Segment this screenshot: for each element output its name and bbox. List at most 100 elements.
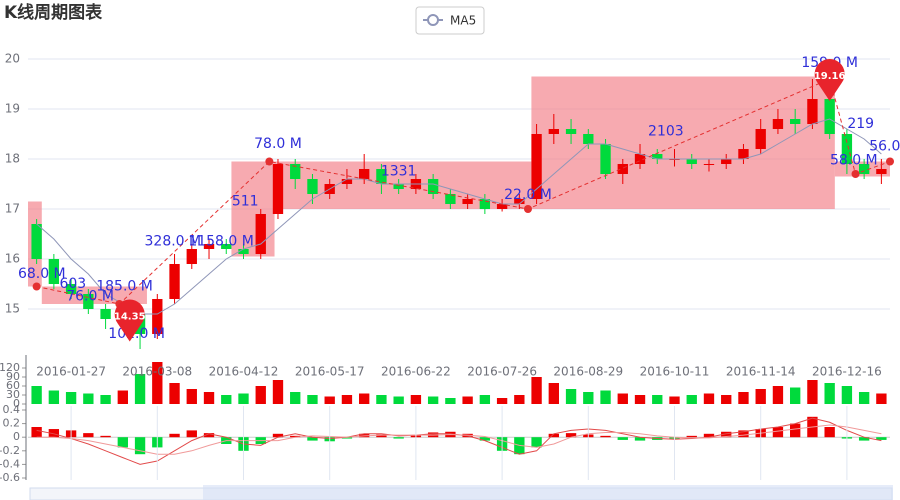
volume-bar xyxy=(393,396,404,404)
annotation: 185.0 M xyxy=(96,279,153,295)
candle-body xyxy=(100,309,111,319)
candle-body xyxy=(238,249,249,254)
y-tick-label: 17 xyxy=(5,202,20,216)
macd-bar xyxy=(790,423,801,438)
candle-body xyxy=(807,99,818,124)
volume-bar xyxy=(117,390,128,404)
candle-body xyxy=(686,159,697,164)
volume-bar xyxy=(600,390,611,404)
candle-body xyxy=(48,259,60,284)
mark-point xyxy=(523,205,532,213)
dif-line xyxy=(36,417,882,465)
x-tick-label: 2016-07-26 xyxy=(467,365,537,379)
volume-bar xyxy=(203,392,215,404)
candle-body xyxy=(514,199,525,204)
annotation: 603 xyxy=(59,276,86,292)
volume-bar xyxy=(152,362,163,404)
macd-bar xyxy=(634,437,646,441)
volume-tick-label: 120 xyxy=(0,361,20,374)
macd-bar xyxy=(290,435,301,438)
volume-bar xyxy=(307,395,318,404)
annotation: 2103 xyxy=(648,124,684,140)
macd-bar xyxy=(876,437,887,440)
candle-body xyxy=(548,129,559,134)
volume-bar xyxy=(634,395,646,404)
volume-bar xyxy=(359,393,370,404)
annotation: 68.0 M xyxy=(18,266,66,282)
x-tick-label: 2016-05-17 xyxy=(295,365,365,379)
volume-bar xyxy=(565,389,577,404)
legend-label[interactable]: MA5 xyxy=(450,14,476,28)
y-tick-label: 20 xyxy=(5,52,20,66)
volume-bar xyxy=(238,393,249,404)
volume-bar xyxy=(100,395,111,404)
legend-icon xyxy=(427,14,439,26)
candle-body xyxy=(583,134,594,144)
macd-bar xyxy=(31,427,42,438)
ma-line xyxy=(36,118,882,315)
volume-bar xyxy=(65,392,77,404)
candle-body xyxy=(876,169,887,174)
candle-body xyxy=(65,284,77,294)
candle-body xyxy=(824,99,835,134)
candle-body xyxy=(652,154,663,159)
volume-bar xyxy=(583,392,594,404)
volume-bar xyxy=(703,393,715,404)
annotation: 511 xyxy=(232,194,259,210)
macd-tick-label: -0.4 xyxy=(0,457,20,470)
volume-bar xyxy=(514,395,525,404)
candle-body xyxy=(565,129,577,134)
candle-body xyxy=(376,169,387,184)
candle-body xyxy=(772,119,784,129)
volume-bar xyxy=(341,395,353,404)
x-tick-label: 2016-04-12 xyxy=(209,365,279,379)
volume-bar xyxy=(496,398,508,404)
volume-bar xyxy=(617,393,628,404)
candle-body xyxy=(169,264,180,299)
x-tick-label: 2016-08-29 xyxy=(553,365,623,379)
x-tick-label: 2016-06-22 xyxy=(381,365,451,379)
candle-body xyxy=(703,164,715,165)
macd-bar xyxy=(824,427,835,438)
annotation: 1331 xyxy=(381,164,417,180)
x-tick-label: 2016-03-08 xyxy=(122,365,192,379)
candle-body xyxy=(755,129,766,149)
zoom-window[interactable] xyxy=(203,485,893,500)
macd-bar xyxy=(772,427,784,438)
annotation: 56.0 xyxy=(869,139,900,155)
macd-bar xyxy=(48,429,60,438)
macd-bar xyxy=(341,437,353,439)
volume-bar xyxy=(134,374,146,404)
candle-body xyxy=(152,299,163,334)
volume-bar xyxy=(772,386,784,404)
volume-tick-label: 0 xyxy=(13,397,20,410)
volume-bar xyxy=(221,395,232,404)
macd-bar xyxy=(531,437,542,448)
candle-body xyxy=(31,224,42,259)
pin-label: 19.16 xyxy=(814,71,846,82)
candle-body xyxy=(445,194,456,204)
macd-tick-label: 0.4 xyxy=(3,403,21,416)
pin xyxy=(114,299,145,342)
volume-bar xyxy=(807,380,818,404)
volume-bar xyxy=(669,396,680,404)
macd-bar xyxy=(548,433,559,438)
macd-bar xyxy=(186,430,197,438)
volume-bar xyxy=(427,396,439,404)
macd-bar xyxy=(686,435,697,438)
x-tick-label: 2016-11-14 xyxy=(726,365,796,379)
candle-body xyxy=(393,184,404,189)
candle-body xyxy=(272,164,284,214)
candle-body xyxy=(255,214,266,254)
candle-body xyxy=(427,179,439,194)
macd-bar xyxy=(617,437,628,440)
candle-body xyxy=(462,199,473,204)
candle-body xyxy=(721,159,732,164)
legend-box xyxy=(415,6,485,35)
candle-body xyxy=(290,164,301,179)
macd-bar xyxy=(203,433,215,438)
candle-body xyxy=(858,164,870,174)
annotation: 22.0 M xyxy=(504,187,552,203)
candle-body xyxy=(617,164,628,174)
